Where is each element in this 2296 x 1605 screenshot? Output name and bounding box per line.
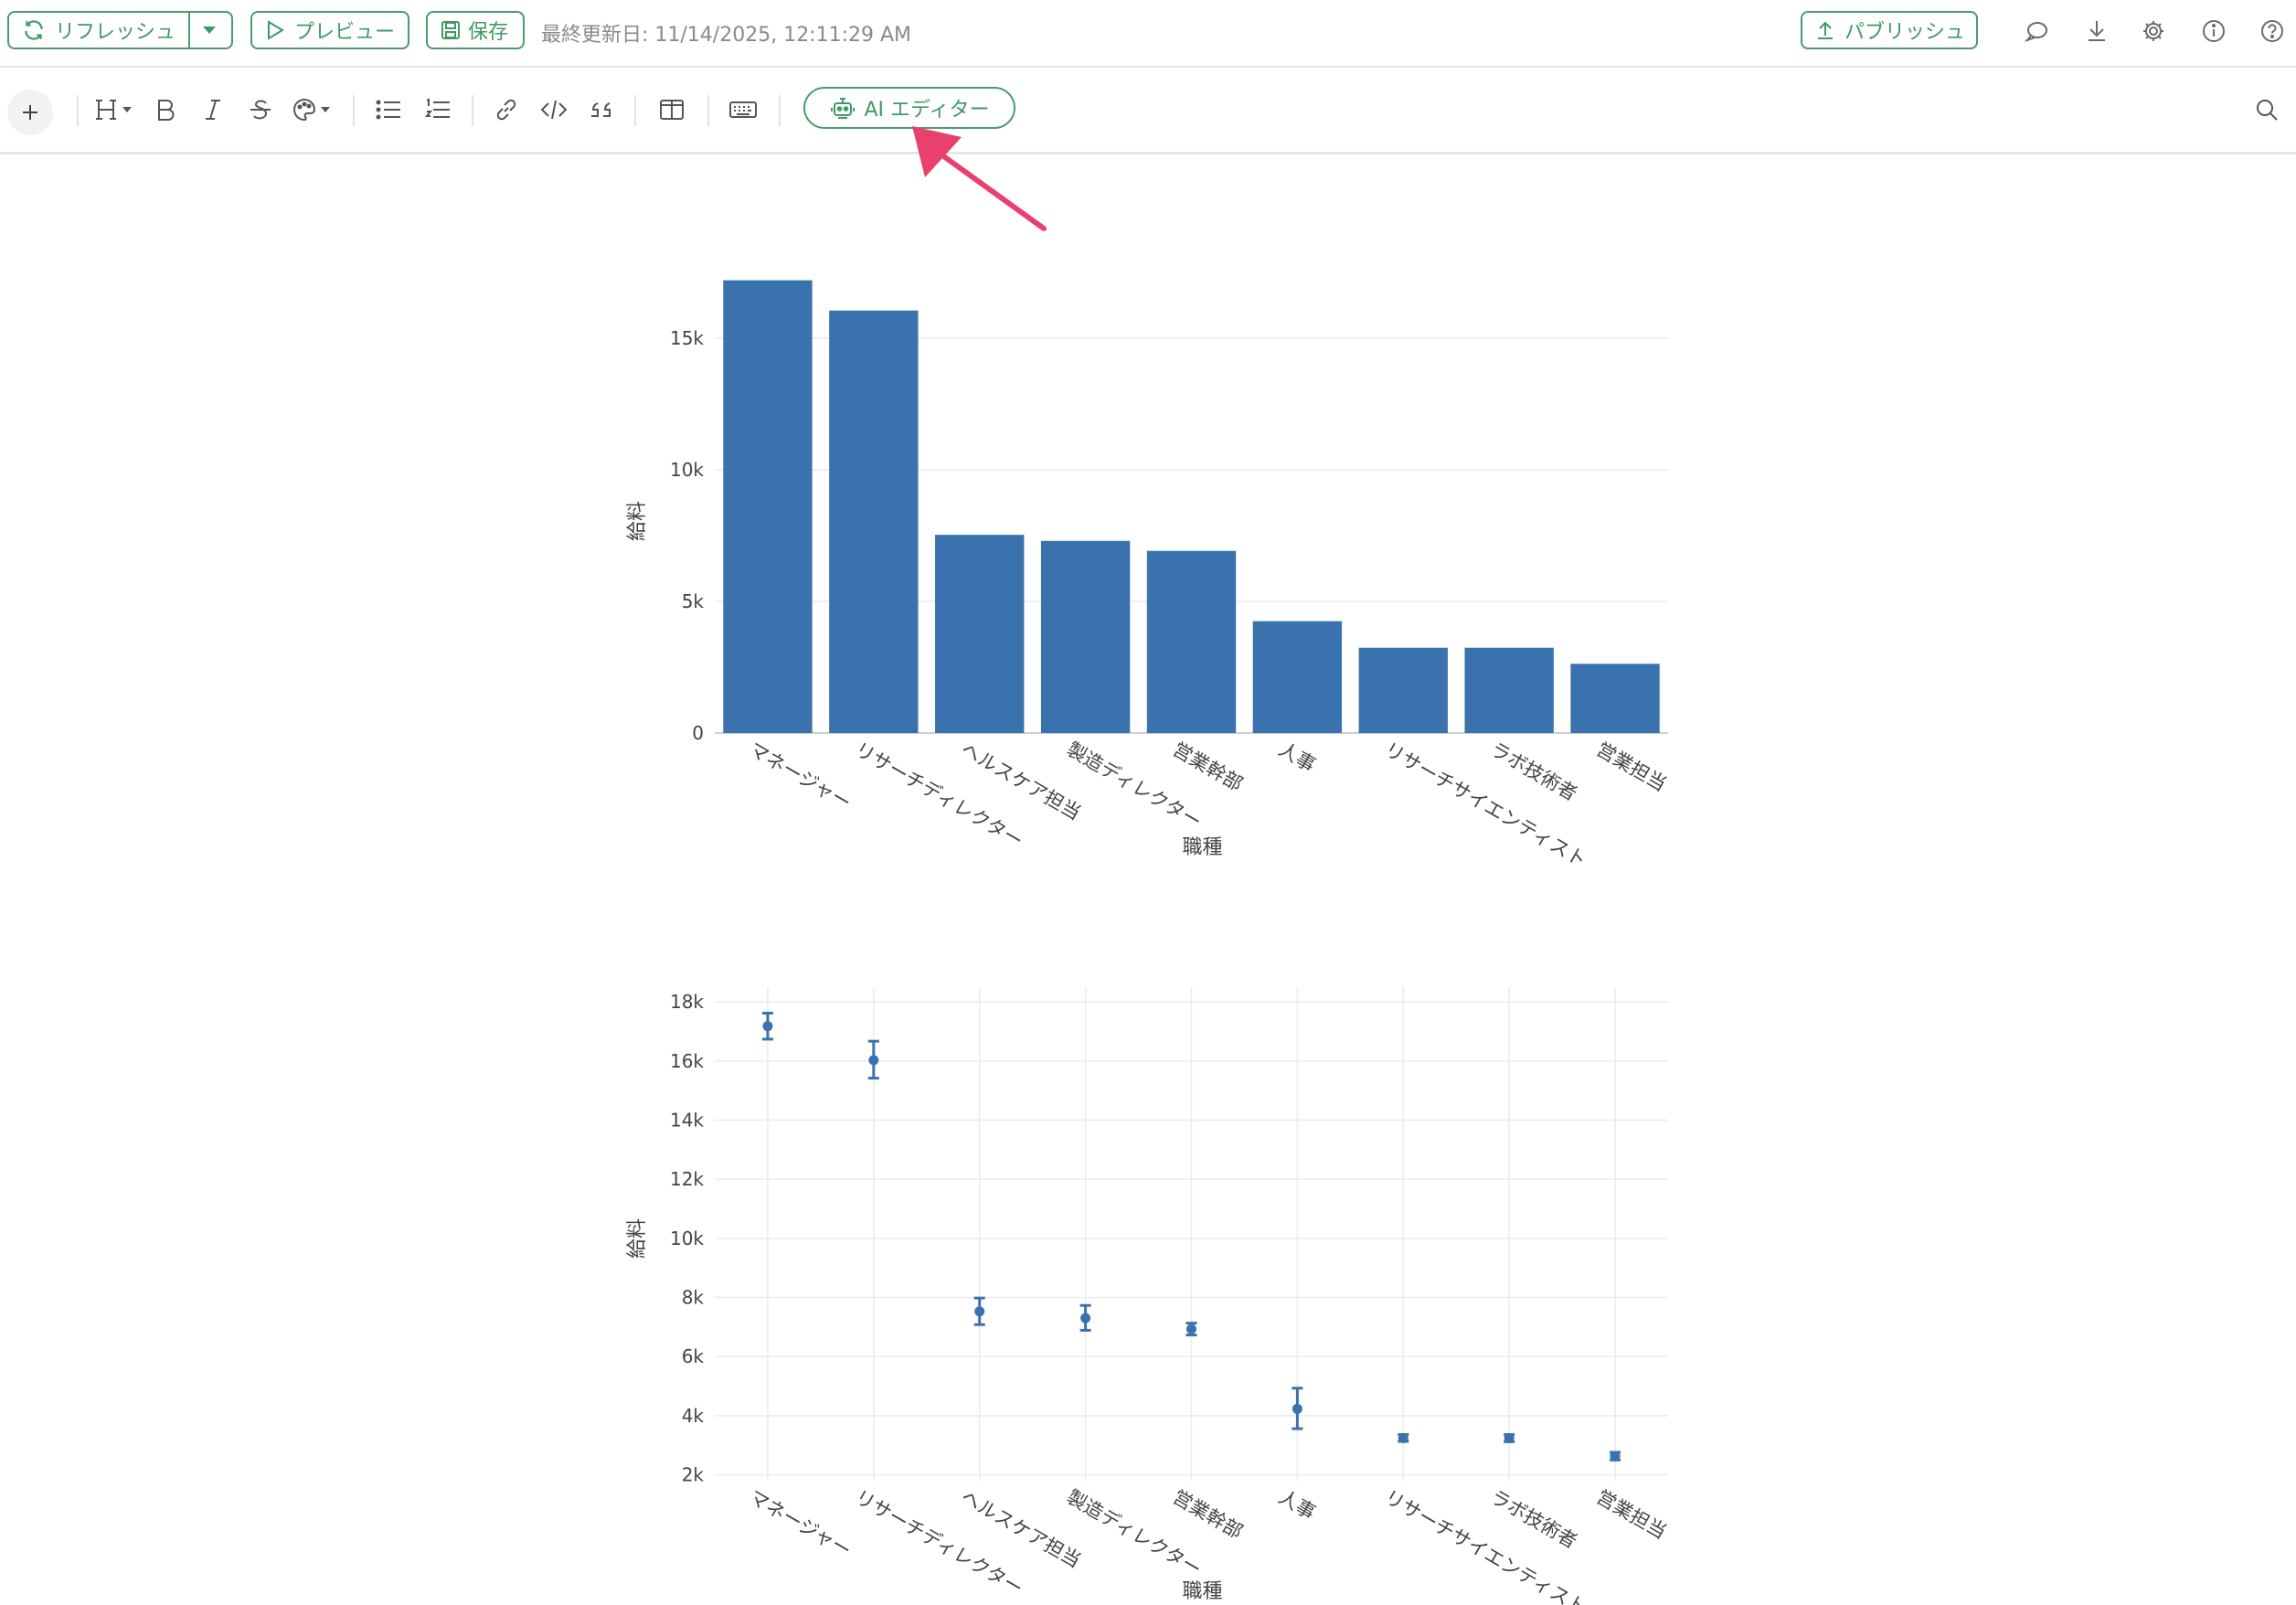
bar <box>1040 540 1131 733</box>
y-tick-label: 6k <box>682 1345 705 1367</box>
x-tick-label: リサーチディレクター <box>851 1486 1026 1600</box>
bar <box>1464 647 1554 733</box>
publish-label: パブリッシュ <box>1844 21 1966 44</box>
bold-icon[interactable] <box>150 93 181 126</box>
data-point <box>1504 1432 1515 1443</box>
top-header: リフレッシュ プレビュー 保存 最終更新日: 11/14/2025, 12:11… <box>0 0 2296 68</box>
link-icon[interactable] <box>490 93 523 126</box>
data-point <box>1610 1451 1621 1462</box>
upload-icon <box>1815 19 1835 41</box>
annotation-arrow <box>912 126 1047 231</box>
y-tick-label: 10k <box>670 459 704 481</box>
y-tick-label: 4k <box>682 1405 705 1427</box>
x-axis-title: 職種 <box>1182 836 1222 859</box>
bullet-list-icon[interactable] <box>371 93 406 126</box>
y-tick-label: 5k <box>682 590 705 612</box>
split-divider <box>188 13 191 48</box>
y-tick-label: 2k <box>682 1464 705 1486</box>
heading-icon[interactable] <box>95 93 135 126</box>
x-tick-label: マネージャー <box>745 1486 855 1562</box>
ai-editor-button[interactable]: AI エディター <box>803 87 1015 129</box>
data-point <box>1292 1403 1302 1414</box>
quote-icon[interactable] <box>585 93 618 126</box>
bar-chart: 05k10k15kマネージャーリサーチディレクターヘルスケア担当製造ディレクター… <box>626 280 1671 872</box>
bar <box>1146 550 1237 733</box>
help-icon[interactable] <box>2258 16 2287 46</box>
toolbar-divider <box>77 95 79 126</box>
add-block-button[interactable] <box>7 90 53 135</box>
refresh-label[interactable]: リフレッシュ <box>55 21 176 44</box>
bar <box>723 280 813 733</box>
x-tick-label: 営業幹部 <box>1169 739 1247 796</box>
x-tick-label: ラボ技術者 <box>1487 739 1581 805</box>
x-axis-title: 職種 <box>1182 1580 1222 1603</box>
preview-button[interactable]: プレビュー <box>250 11 409 49</box>
comment-icon[interactable] <box>2022 16 2051 46</box>
two-column-layout-icon[interactable] <box>654 93 689 126</box>
toolbar-divider <box>472 95 473 126</box>
y-tick-label: 8k <box>682 1287 705 1309</box>
robot-icon <box>830 95 856 121</box>
toolbar-divider <box>779 95 781 126</box>
y-tick-label: 14k <box>670 1110 704 1132</box>
keyboard-icon[interactable] <box>724 93 762 126</box>
refresh-icon <box>22 18 46 42</box>
y-tick-label: 12k <box>670 1168 704 1190</box>
x-tick-label: リサーチディレクター <box>851 739 1026 853</box>
save-icon <box>441 20 461 40</box>
bar <box>829 310 919 733</box>
download-icon[interactable] <box>2082 16 2111 46</box>
y-tick-label: 16k <box>670 1050 704 1072</box>
italic-icon[interactable] <box>197 93 229 126</box>
data-point <box>974 1306 985 1317</box>
y-axis-title: 給料 <box>626 501 649 541</box>
x-tick-label: 営業担当 <box>1593 1486 1671 1544</box>
code-icon[interactable] <box>537 93 570 126</box>
editor-toolbar <box>0 68 2296 154</box>
palette-icon[interactable] <box>291 93 335 126</box>
x-tick-label: 人事 <box>1275 739 1319 777</box>
search-icon[interactable] <box>2250 93 2283 126</box>
x-tick-label: ラボ技術者 <box>1487 1486 1581 1553</box>
data-point <box>1080 1313 1091 1323</box>
refresh-dropdown-caret-icon[interactable] <box>201 25 218 36</box>
save-button[interactable]: 保存 <box>426 11 525 49</box>
bar <box>1358 647 1448 733</box>
data-point <box>762 1021 773 1032</box>
x-tick-label: マネージャー <box>745 739 855 814</box>
info-icon[interactable] <box>2199 16 2228 46</box>
gear-icon[interactable] <box>2139 16 2168 46</box>
data-point <box>1398 1432 1408 1443</box>
play-icon <box>265 19 285 41</box>
x-tick-label: 人事 <box>1275 1486 1319 1525</box>
x-tick-label: 営業担当 <box>1593 739 1671 796</box>
error-bar-chart: 2k4k6k8k10k12k14k16k18kマネージャーリサーチディレクターヘ… <box>626 987 1671 1605</box>
bar <box>935 535 1025 733</box>
bar <box>1570 664 1660 733</box>
refresh-split-button[interactable]: リフレッシュ <box>7 11 233 49</box>
toolbar-divider <box>634 95 636 126</box>
data-point <box>1186 1323 1196 1334</box>
y-tick-label: 10k <box>670 1228 704 1249</box>
numbered-list-icon[interactable] <box>420 93 455 126</box>
preview-label: プレビュー <box>294 21 396 44</box>
last-updated-text: 最終更新日: 11/14/2025, 12:11:29 AM <box>541 24 912 47</box>
y-tick-label: 15k <box>670 327 704 349</box>
toolbar-divider <box>707 95 709 126</box>
bar <box>1252 621 1343 733</box>
y-tick-label: 18k <box>670 991 704 1013</box>
strikethrough-icon[interactable] <box>245 93 276 126</box>
publish-button[interactable]: パブリッシュ <box>1801 11 1978 49</box>
toolbar-divider <box>353 95 355 126</box>
ai-editor-label: AI エディター <box>864 99 990 122</box>
x-tick-label: 営業幹部 <box>1169 1486 1247 1544</box>
x-tick-label: リサーチサイエンティスト <box>1381 739 1590 872</box>
save-label: 保存 <box>468 21 509 44</box>
y-axis-title: 給料 <box>626 1218 649 1259</box>
y-tick-label: 0 <box>692 722 704 744</box>
data-point <box>868 1055 879 1066</box>
